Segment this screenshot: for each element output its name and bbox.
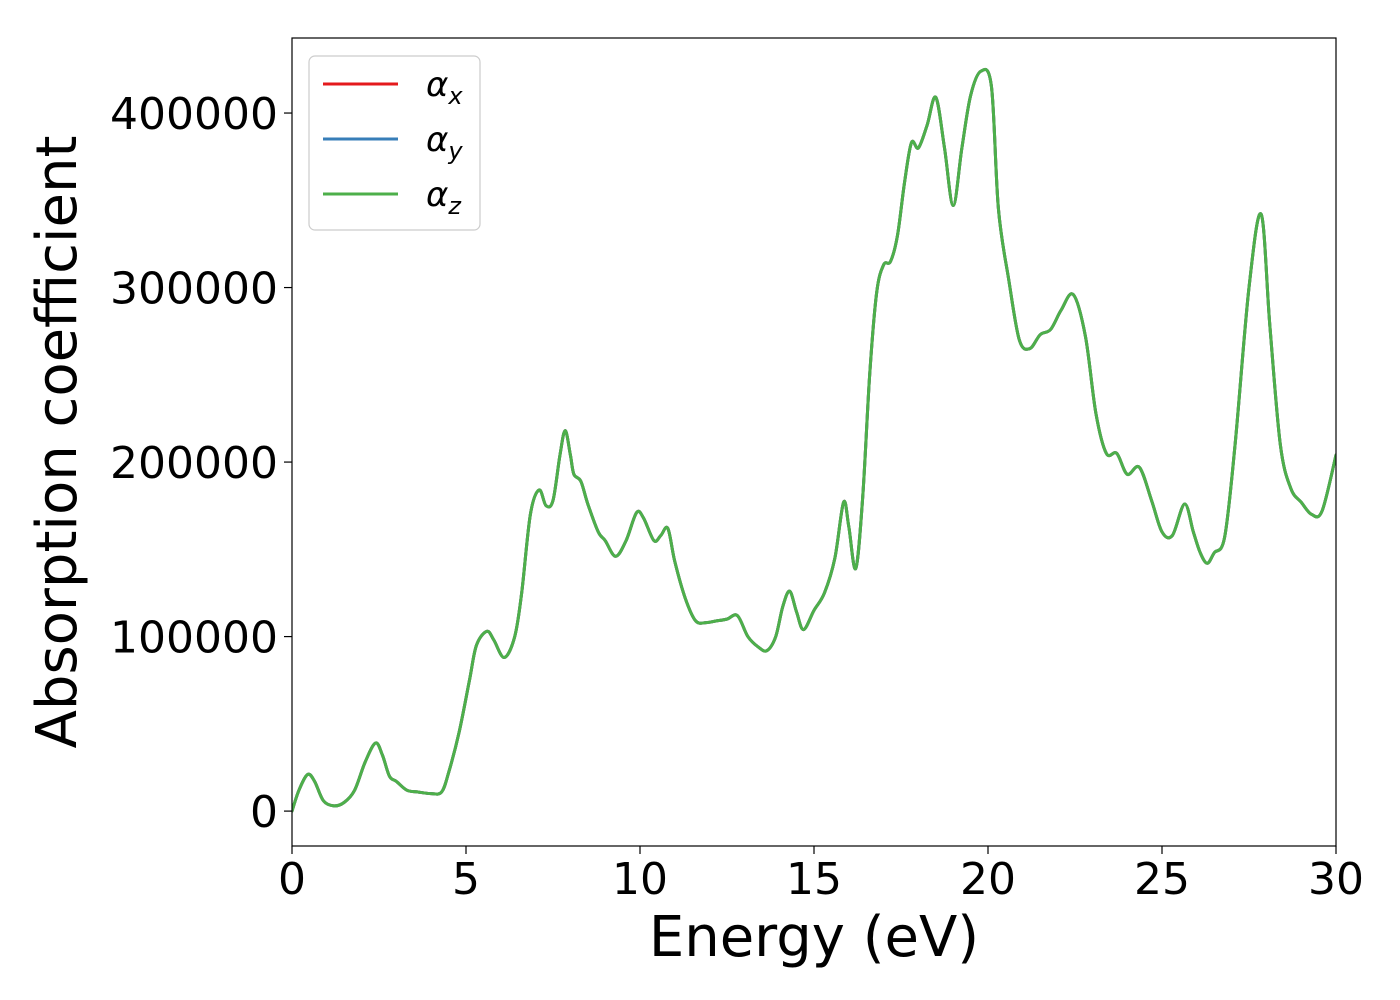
y-tick-label: 0: [250, 787, 278, 838]
y-tick-label: 100000: [110, 613, 278, 664]
x-tick-label: 0: [278, 854, 306, 905]
y-axis-label: Absorption coefficient: [25, 136, 90, 749]
x-tick-label: 15: [786, 854, 842, 905]
x-tick-label: 10: [612, 854, 668, 905]
x-axis-label: Energy (eV): [649, 905, 979, 970]
legend-label-z: αz: [426, 175, 462, 220]
x-tick-label: 20: [960, 854, 1016, 905]
y-tick-label: 200000: [110, 438, 278, 489]
legend-label-y: αy: [426, 120, 463, 165]
x-tick-label: 25: [1134, 854, 1190, 905]
y-tick-label: 400000: [110, 89, 278, 140]
legend-box: [308, 55, 481, 231]
ticks-group: 0 5 10 15 20 25 30 0 100000 200000 300000 400000: [110, 89, 1364, 905]
series-group: [292, 67, 1336, 813]
series-line-z: [292, 67, 1336, 813]
x-tick-label: 30: [1308, 854, 1364, 905]
y-tick-label: 300000: [110, 264, 278, 315]
legend: αx αy αz: [308, 55, 481, 231]
legend-label-x: αx: [426, 65, 463, 110]
x-tick-label: 5: [452, 854, 480, 905]
